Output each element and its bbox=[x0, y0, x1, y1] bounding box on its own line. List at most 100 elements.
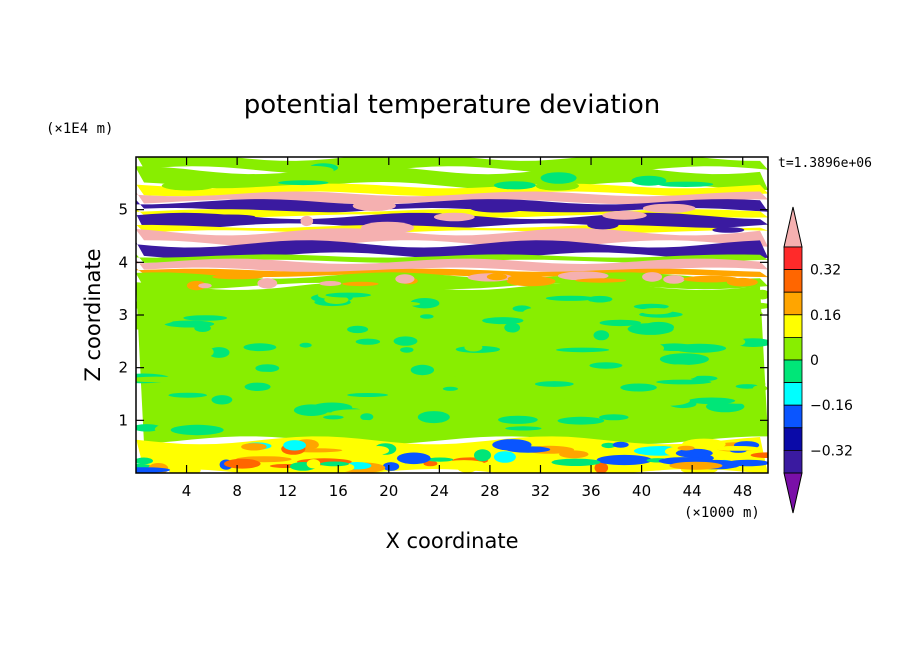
contour-patch bbox=[560, 327, 575, 338]
contour-patch bbox=[396, 452, 431, 465]
contour-patch bbox=[663, 275, 685, 284]
contour-patch bbox=[713, 446, 761, 451]
colorbar-swatch bbox=[783, 269, 803, 293]
contour-patch bbox=[451, 320, 472, 326]
y-tick-label: 5 bbox=[118, 201, 128, 219]
contour-patch bbox=[557, 416, 605, 425]
colorbar-min-arrow bbox=[783, 472, 803, 514]
contour-patch bbox=[492, 439, 532, 451]
contour-patch bbox=[593, 330, 610, 341]
contour-patch bbox=[168, 465, 201, 473]
contour-patch bbox=[136, 314, 174, 326]
contour-patch bbox=[599, 319, 642, 327]
contour-patch bbox=[470, 204, 525, 213]
contour-patch bbox=[557, 271, 609, 281]
contour-patch bbox=[136, 457, 153, 465]
contour-patch bbox=[633, 303, 669, 310]
contour-patch bbox=[198, 283, 212, 289]
contour-patch bbox=[589, 362, 623, 369]
contour-patch bbox=[382, 462, 400, 471]
contour-patch bbox=[559, 450, 589, 459]
contour-patch bbox=[225, 302, 241, 312]
contour-patch bbox=[669, 461, 723, 470]
contour-patch bbox=[718, 309, 763, 318]
contour-patch bbox=[657, 181, 714, 187]
x-axis: 4 8 12 16 20 24 28 32 36 40 44 48 bbox=[182, 157, 752, 500]
colorbar-label: 0.16 bbox=[810, 308, 841, 324]
contour-patch bbox=[482, 317, 524, 325]
contour-patch bbox=[293, 404, 329, 417]
contour-patch bbox=[342, 333, 359, 341]
contour-patch bbox=[433, 212, 475, 222]
contour-patch bbox=[299, 342, 312, 348]
contour-patch bbox=[393, 336, 418, 346]
contour-patch bbox=[575, 278, 627, 283]
contour-patch bbox=[136, 376, 184, 383]
x-tick-label: 12 bbox=[278, 482, 297, 500]
contour-band bbox=[136, 199, 768, 214]
colorbar-swatch bbox=[783, 314, 803, 338]
contour-patch bbox=[316, 331, 342, 337]
contour-patch bbox=[268, 302, 314, 309]
colorbar-swatch bbox=[783, 427, 803, 451]
contour-patch bbox=[596, 454, 653, 466]
contour-patch bbox=[352, 200, 396, 212]
contour-patch bbox=[241, 371, 287, 376]
contour-patch bbox=[522, 308, 548, 319]
contour-patch bbox=[257, 278, 278, 289]
contour-patch bbox=[650, 420, 681, 432]
contour-patch bbox=[423, 460, 438, 467]
x-unit-label: (×1000 m) bbox=[684, 505, 760, 521]
colorbar-swatch bbox=[783, 246, 803, 271]
contour-patch bbox=[722, 302, 768, 310]
contour-patch bbox=[278, 180, 329, 186]
y-axis: 1 2 3 4 5 bbox=[118, 201, 768, 429]
contour-patch bbox=[457, 462, 478, 473]
contour-patch bbox=[683, 275, 739, 283]
contour-patch bbox=[211, 395, 233, 405]
x-tick-label: 8 bbox=[232, 482, 242, 500]
contour-patch bbox=[168, 392, 207, 398]
y-axis-label: Z coordinate bbox=[81, 248, 105, 381]
contour-patch bbox=[143, 299, 163, 309]
contour-patch bbox=[442, 386, 458, 391]
contour-band bbox=[136, 240, 768, 260]
contour-patch bbox=[395, 274, 415, 284]
contour-patch bbox=[690, 375, 718, 382]
contour-patch bbox=[711, 175, 743, 184]
contour-patch bbox=[588, 389, 623, 396]
contour-patch bbox=[410, 364, 435, 376]
contour-patch bbox=[672, 343, 727, 353]
contour-patch bbox=[676, 321, 717, 330]
contour-band bbox=[136, 268, 768, 278]
x-tick-label: 48 bbox=[733, 482, 752, 500]
contour-band bbox=[136, 254, 768, 263]
contour-patch bbox=[640, 308, 673, 315]
contour-patch bbox=[446, 370, 467, 377]
contour-patch bbox=[634, 464, 669, 471]
contour-patch bbox=[474, 449, 491, 462]
contour-patch bbox=[602, 210, 647, 220]
contour-patch bbox=[183, 315, 228, 321]
contour-patch bbox=[578, 341, 628, 348]
contour-patch bbox=[355, 383, 371, 395]
contour-patch bbox=[718, 336, 746, 347]
contour-patch bbox=[677, 445, 695, 451]
contour-patch bbox=[601, 442, 616, 449]
colorbar-swatch bbox=[783, 359, 803, 384]
colorbar-swatch bbox=[783, 382, 803, 406]
contour-patch bbox=[360, 413, 374, 421]
contour-patch bbox=[340, 443, 354, 452]
contour-patch bbox=[505, 426, 542, 431]
y-tick-label: 3 bbox=[118, 306, 128, 324]
contour-patch bbox=[556, 347, 610, 353]
contour-patch bbox=[242, 356, 273, 362]
contour-patch bbox=[513, 395, 567, 407]
contour-patch bbox=[464, 343, 483, 352]
contour-patch bbox=[535, 181, 579, 191]
contour-patch bbox=[192, 342, 211, 352]
contour-patch bbox=[224, 458, 261, 469]
contour-patch bbox=[540, 172, 577, 184]
contour-patch bbox=[486, 273, 508, 281]
